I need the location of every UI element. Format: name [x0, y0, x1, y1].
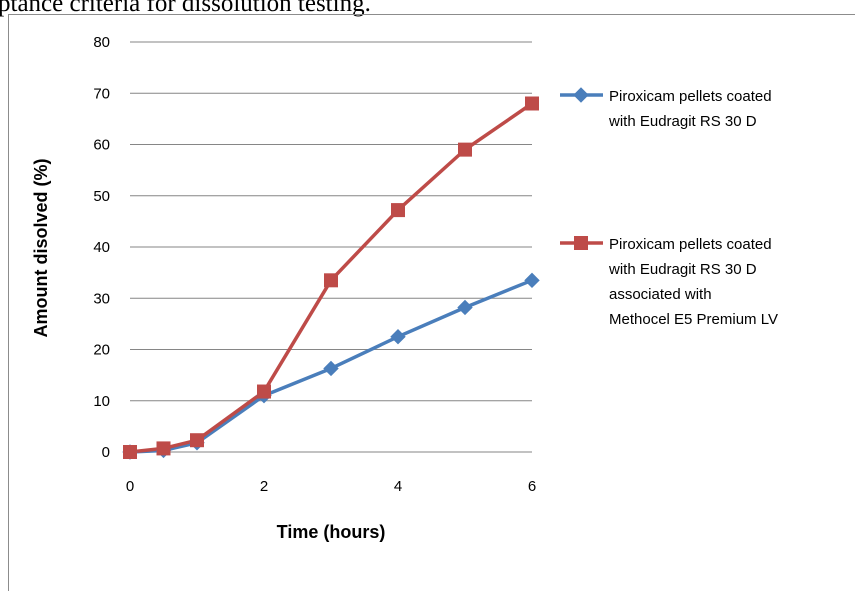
y-tick-label: 40	[93, 239, 110, 256]
data-point-series-1	[457, 299, 473, 316]
series-markers	[122, 96, 540, 460]
x-tick-label: 2	[260, 478, 268, 495]
legend-label-2: with Eudragit RS 30 D	[608, 261, 757, 278]
x-tick-labels: 0 2 4 6	[126, 478, 536, 495]
data-point-series-2	[458, 142, 472, 157]
x-axis-title: Time (hours)	[277, 522, 386, 542]
y-tick-label: 10	[93, 393, 110, 410]
data-point-series-1	[390, 328, 406, 345]
legend-label-2: Methocel E5 Premium LV	[609, 311, 778, 328]
x-tick-label: 4	[394, 478, 402, 495]
legend-label-2: Piroxicam pellets coated	[609, 236, 772, 253]
legend: Piroxicam pellets coated with Eudragit RS…	[560, 87, 778, 328]
chart-frame	[8, 14, 855, 591]
data-point-series-1	[524, 272, 540, 289]
data-point-series-2	[123, 445, 137, 459]
data-point-series-2	[324, 273, 338, 288]
legend-label-2: associated with	[609, 286, 712, 303]
data-point-series-2	[391, 203, 405, 218]
data-point-series-2	[257, 384, 271, 399]
y-tick-label: 60	[93, 137, 110, 154]
y-tick-label: 50	[93, 188, 110, 205]
y-axis-title: Amount disolved (%)	[31, 158, 51, 337]
header-text: ptance criteria for dissolution testing.	[0, 0, 371, 17]
y-tick-label: 0	[102, 444, 110, 461]
legend-label-1: with Eudragit RS 30 D	[608, 113, 757, 130]
legend-label-1: Piroxicam pellets coated	[609, 88, 772, 105]
data-point-series-1	[323, 360, 339, 377]
y-tick-label: 30	[93, 290, 110, 307]
legend-marker-1	[573, 87, 589, 103]
y-tick-label: 80	[93, 34, 110, 51]
data-point-series-2	[525, 96, 539, 111]
y-tick-labels: 0 10 20 30 40 50 60 70 80	[93, 34, 110, 461]
data-point-series-2	[190, 433, 204, 448]
data-point-series-2	[156, 441, 171, 456]
gridlines	[130, 41, 532, 453]
legend-marker-2	[574, 236, 588, 250]
x-tick-label: 0	[126, 478, 134, 495]
x-tick-label: 6	[528, 478, 536, 495]
y-tick-label: 70	[93, 85, 110, 102]
y-tick-label: 20	[93, 342, 110, 359]
